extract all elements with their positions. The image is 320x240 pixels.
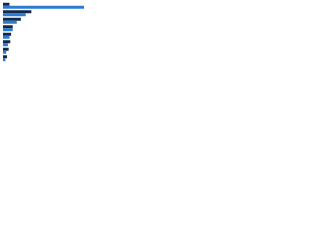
bar xyxy=(3,5,84,9)
bar xyxy=(3,13,26,17)
bar xyxy=(3,10,32,14)
bar xyxy=(3,25,13,29)
bar xyxy=(3,20,17,24)
bar xyxy=(3,28,13,32)
page: (() => { const data = JSON.parse(documen… xyxy=(0,0,320,71)
bar xyxy=(3,50,7,54)
bar xyxy=(3,43,8,47)
bar xyxy=(3,47,9,51)
bar xyxy=(3,2,10,6)
bar xyxy=(3,32,12,36)
bar xyxy=(3,55,8,59)
bar xyxy=(3,17,21,21)
bar xyxy=(3,35,10,39)
bar xyxy=(3,58,6,62)
bar xyxy=(3,40,11,44)
chart xyxy=(3,2,84,62)
